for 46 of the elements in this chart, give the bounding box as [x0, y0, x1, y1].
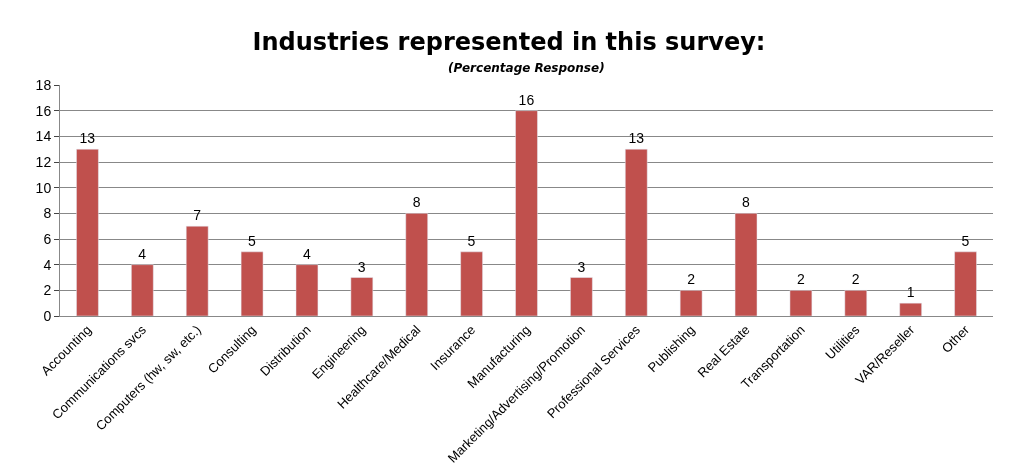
data-label: 7 [193, 207, 202, 224]
bar [515, 110, 538, 316]
data-label: 13 [628, 130, 645, 147]
y-tick-label: 14 [35, 128, 52, 145]
data-label: 4 [138, 245, 147, 262]
data-label: 4 [302, 245, 311, 262]
bar [899, 302, 922, 316]
data-label: 8 [742, 194, 751, 211]
data-label: 3 [577, 258, 586, 275]
bar [734, 213, 758, 316]
data-label: 2 [687, 271, 696, 288]
data-label: 5 [467, 232, 476, 249]
bar [76, 148, 99, 316]
bar [460, 251, 483, 316]
bar [350, 277, 374, 316]
bar [131, 264, 154, 316]
y-tick-label: 6 [43, 230, 52, 247]
y-tick-label: 12 [35, 153, 52, 170]
bar [240, 251, 264, 316]
data-label: 2 [851, 271, 860, 288]
y-tick-label: 8 [43, 205, 52, 222]
data-label: 1 [906, 284, 915, 301]
bar [679, 290, 703, 316]
data-label: 13 [79, 130, 96, 147]
data-label: 3 [357, 258, 366, 275]
data-label: 5 [248, 232, 257, 249]
bar [405, 213, 428, 316]
bar [295, 264, 319, 316]
bar [185, 225, 209, 316]
data-label: 16 [518, 91, 535, 108]
y-tick-label: 2 [43, 282, 52, 299]
data-label: 2 [796, 271, 805, 288]
bar [844, 290, 868, 316]
data-label: 5 [961, 232, 970, 249]
y-tick-label: 10 [35, 179, 52, 196]
chart-subtitle: (Percentage Response) [448, 61, 605, 75]
bar [625, 148, 648, 316]
bar [789, 290, 813, 316]
bar [570, 277, 593, 316]
y-tick-label: 16 [35, 102, 52, 119]
y-tick-label: 4 [43, 256, 52, 273]
y-tick-label: 18 [35, 76, 52, 93]
y-tick-label: 0 [43, 307, 52, 324]
data-label: 8 [412, 194, 421, 211]
chart-title: Industries represented in this survey: [252, 28, 766, 57]
bar [954, 251, 977, 316]
